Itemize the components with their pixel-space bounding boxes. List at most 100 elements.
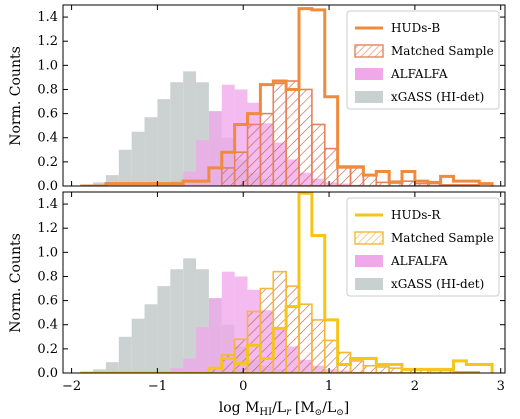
bottom-matched-sample-bar bbox=[272, 270, 287, 373]
bottom-legend-label-xgass-hi-det: xGASS (HI-det) bbox=[391, 277, 484, 291]
top-legend-swatch-matched-sample bbox=[354, 44, 384, 58]
bottom-alfalfa-bar bbox=[196, 327, 209, 373]
bottom-xgass-hi-det-bar bbox=[105, 362, 119, 373]
top-y-tick-label: 0.0 bbox=[37, 179, 58, 194]
top-y-tick-label: 1.4 bbox=[37, 10, 58, 25]
bottom-x-tick-label: −1 bbox=[148, 379, 167, 394]
bottom-xgass-hi-det-bar bbox=[170, 269, 184, 373]
top-legend-swatch-xgass-hi-det bbox=[355, 91, 383, 103]
bottom-matched-sample-bar bbox=[233, 338, 249, 373]
top-alfalfa-bar bbox=[183, 171, 197, 186]
top-matched-sample-bar bbox=[272, 82, 287, 186]
bottom-y-tick-label: 0.2 bbox=[37, 342, 58, 357]
bottom-x-tick-label: 2 bbox=[411, 379, 419, 394]
bottom-y-tick-label: 1.2 bbox=[37, 221, 58, 236]
bottom-matched-sample-bar bbox=[465, 370, 481, 373]
bottom-alfalfa-bar bbox=[208, 298, 222, 373]
top-y-tick-label: 1.0 bbox=[37, 58, 58, 73]
top-plot-frame bbox=[62, 4, 506, 187]
bottom-xgass-hi-det-bar bbox=[144, 304, 158, 373]
top-matched-sample-bar bbox=[246, 123, 262, 186]
bottom-matched-sample-bar bbox=[285, 285, 300, 373]
top-alfalfa-bar bbox=[196, 140, 209, 186]
top-matched-sample-bar bbox=[336, 167, 352, 186]
bottom-x-tick-label: 0 bbox=[239, 379, 247, 394]
bottom-x-tick-label: 3 bbox=[497, 379, 505, 394]
bottom-y-tick-label: 0.0 bbox=[37, 366, 58, 381]
top-xgass-hi-det-bar bbox=[170, 82, 184, 186]
top-xgass-hi-det-bar bbox=[157, 99, 171, 186]
bottom-matched-sample-bar bbox=[298, 303, 313, 373]
bottom-legend-label-alfalfa: ALFALFA bbox=[390, 254, 448, 268]
top-legend-swatch-alfalfa bbox=[355, 68, 383, 80]
bottom-x-tick-label: 1 bbox=[325, 379, 333, 394]
bottom-y-tick-label: 1.0 bbox=[37, 245, 58, 260]
top-alfalfa-bar bbox=[221, 84, 235, 186]
top-legend-label-xgass-hi-det: xGASS (HI-det) bbox=[391, 90, 484, 104]
bottom-panel: 0.0 0.2 0.4 0.6 0.8 1.0 1.2 1.4 Norm. Counts −2… bbox=[8, 191, 506, 394]
top-xgass-hi-det-bar bbox=[105, 175, 119, 186]
top-y-tick-label: 0.4 bbox=[37, 131, 58, 146]
bottom-matched-sample-bar bbox=[362, 364, 378, 373]
top-xgass-hi-det-bar bbox=[144, 117, 158, 186]
top-y-tick-label: 0.6 bbox=[37, 107, 58, 122]
bottom-xgass-hi-det-bar bbox=[131, 318, 145, 373]
top-xgass-hi-det-bar bbox=[183, 71, 197, 186]
top-matched-sample-bar bbox=[298, 88, 313, 186]
top-legend: HUDs-B Matched Sample ALFALFA xGASS (HI-det… bbox=[346, 10, 500, 110]
bottom-legend-swatch-alfalfa bbox=[355, 255, 383, 267]
top-matched-sample-bar bbox=[285, 80, 300, 186]
top-matched-sample-bar bbox=[233, 151, 249, 186]
top-matched-sample-bar bbox=[323, 147, 339, 186]
bottom-matched-sample-bar bbox=[311, 319, 326, 373]
top-legend-box bbox=[346, 10, 500, 110]
bottom-alfalfa-bar bbox=[221, 271, 235, 373]
top-matched-sample-bar bbox=[401, 180, 416, 186]
top-matched-sample-bar bbox=[311, 123, 326, 186]
x-axis-label: log MHI/Lr [M⊙/L⊙] bbox=[219, 400, 350, 418]
top-huds-b-step-line bbox=[80, 7, 494, 186]
top-matched-sample-bar bbox=[465, 183, 481, 186]
bottom-x-tick-label: −2 bbox=[62, 379, 81, 394]
bottom-matched-sample-bar bbox=[375, 366, 390, 373]
bottom-xgass-hi-det-bar bbox=[118, 336, 132, 373]
bottom-legend-swatch-xgass-hi-det bbox=[355, 278, 383, 290]
bottom-y-axis-label: Norm. Counts bbox=[8, 233, 24, 333]
top-y-tick-label: 0.2 bbox=[37, 155, 58, 170]
top-legend-label-alfalfa: ALFALFA bbox=[390, 67, 448, 81]
top-alfalfa-bar bbox=[157, 184, 171, 186]
top-matched-sample-bar bbox=[259, 112, 275, 186]
bottom-y-tick-label: 1.4 bbox=[37, 197, 58, 212]
top-y-axis-label: Norm. Counts bbox=[8, 46, 24, 146]
top-xgass-hi-det-bar bbox=[118, 149, 132, 186]
top-xgass-hi-det-bar bbox=[93, 182, 106, 186]
bottom-legend: HUDs-R Matched Sample ALFALFA xGASS (HI-det… bbox=[346, 197, 500, 297]
top-legend-label-matched-sample: Matched Sample bbox=[391, 44, 494, 58]
top-xgass-hi-det-bar bbox=[131, 131, 145, 186]
bottom-alfalfa-bar bbox=[183, 358, 197, 373]
bottom-matched-sample-bar bbox=[349, 360, 365, 373]
top-panel: 0.0 0.2 0.4 0.6 0.8 1.0 1.2 1.4 Norm. Counts HU… bbox=[8, 4, 506, 194]
top-y-tick-label: 1.2 bbox=[37, 34, 58, 49]
bottom-matched-sample-bar bbox=[388, 367, 403, 373]
bottom-alfalfa-bar bbox=[170, 368, 184, 373]
top-y-tick-label: 0.8 bbox=[37, 82, 58, 97]
bottom-xgass-hi-det-bar bbox=[157, 286, 171, 373]
bottom-xgass-hi-det-bar bbox=[93, 369, 106, 373]
bottom-y-tick-label: 0.8 bbox=[37, 269, 58, 284]
bottom-huds-r-step-line bbox=[80, 192, 494, 373]
bottom-plot-frame bbox=[62, 191, 506, 374]
bottom-legend-box bbox=[346, 197, 500, 297]
top-matched-sample-bar bbox=[349, 167, 365, 186]
top-matched-sample-bar bbox=[362, 174, 378, 186]
bottom-matched-sample-bar bbox=[246, 310, 262, 373]
top-matched-sample-bar bbox=[220, 167, 236, 186]
bottom-legend-swatch-matched-sample bbox=[354, 231, 384, 245]
top-alfalfa-bar bbox=[208, 111, 222, 186]
bottom-y-tick-label: 0.4 bbox=[37, 318, 58, 333]
bottom-legend-label-huds-r: HUDs-R bbox=[391, 208, 441, 222]
bottom-matched-sample-bar bbox=[259, 287, 275, 373]
bottom-legend-label-matched-sample: Matched Sample bbox=[391, 231, 494, 245]
top-legend-label-huds-b: HUDs-B bbox=[391, 21, 440, 35]
